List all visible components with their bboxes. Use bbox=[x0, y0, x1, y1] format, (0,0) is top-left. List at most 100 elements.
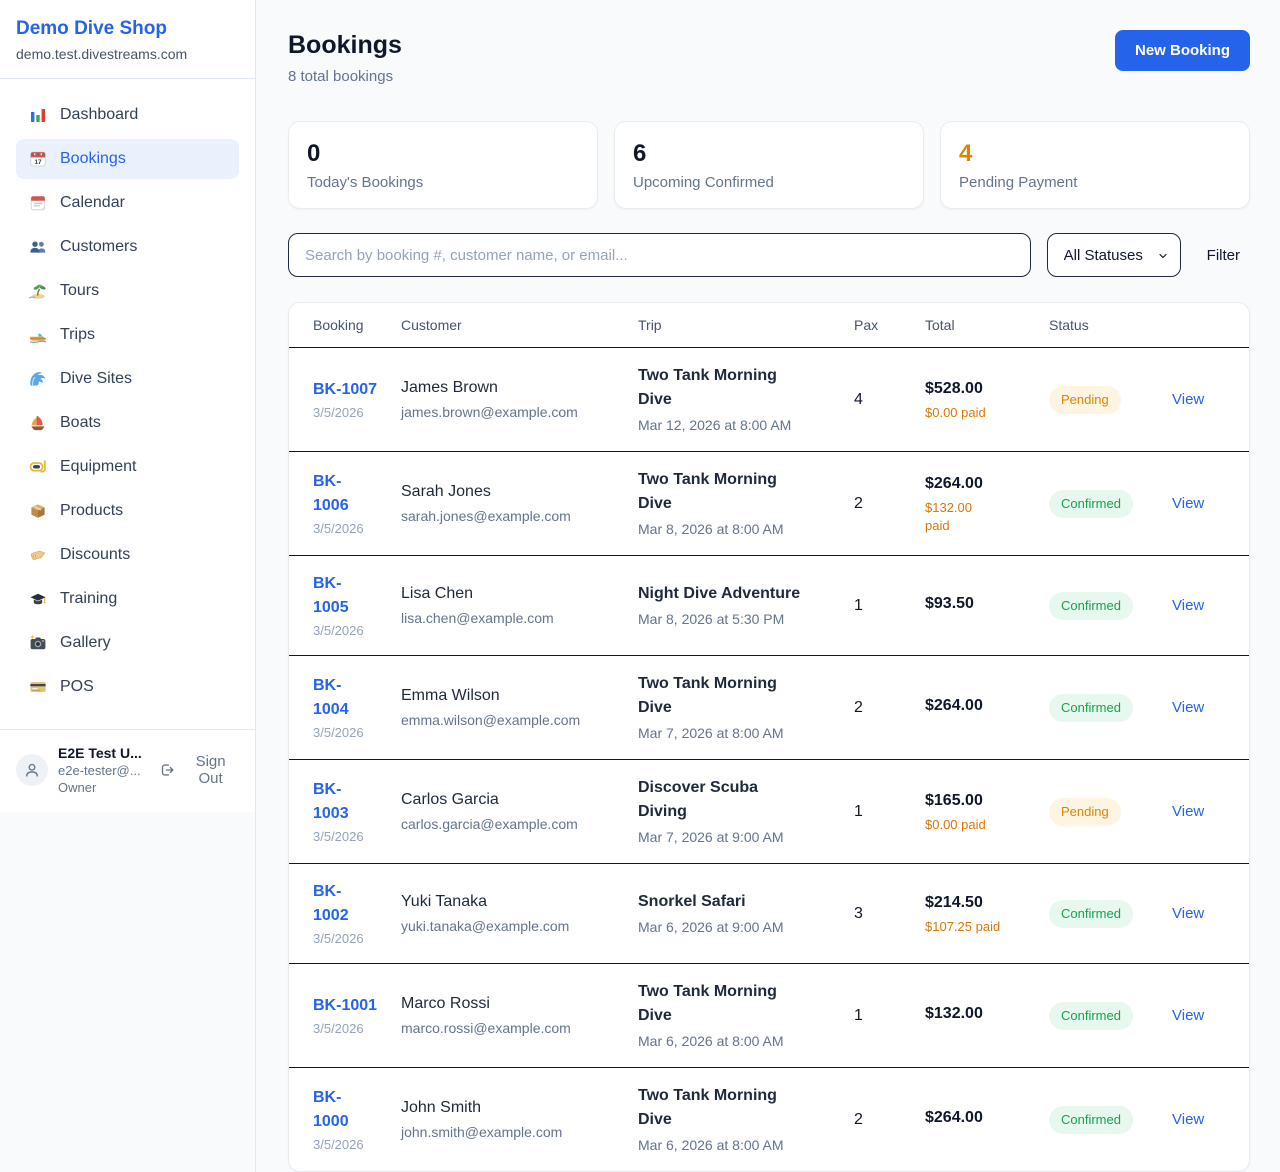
trip-datetime: Mar 6, 2026 at 9:00 AM bbox=[638, 919, 784, 935]
view-link[interactable]: View bbox=[1172, 494, 1205, 512]
sidebar-item-label: Gallery bbox=[60, 634, 111, 651]
sidebar-item-label: Calendar bbox=[60, 194, 125, 211]
pax-count: 2 bbox=[854, 1110, 863, 1128]
status-badge: Confirmed bbox=[1049, 1001, 1133, 1030]
sidebar-item-tours[interactable]: Tours bbox=[16, 271, 239, 311]
sidebar-item-label: Equipment bbox=[60, 458, 137, 475]
status-badge: Confirmed bbox=[1049, 899, 1133, 928]
sidebar-item-gallery[interactable]: Gallery bbox=[16, 623, 239, 663]
dashboard-icon bbox=[28, 105, 48, 125]
booking-date: 3/5/2026 bbox=[313, 1021, 364, 1036]
stat-card-pending-payment: 4 Pending Payment bbox=[940, 121, 1250, 209]
stat-label: Upcoming Confirmed bbox=[633, 174, 774, 191]
booking-link[interactable]: BK-1007 bbox=[313, 381, 378, 398]
main-content: Bookings 8 total bookings New Booking 0 … bbox=[256, 0, 1280, 1172]
trip-name: Two Tank Morning Dive bbox=[638, 471, 777, 512]
status-filter-select[interactable]: All Statuses bbox=[1046, 233, 1181, 277]
stat-value: 0 bbox=[307, 140, 321, 167]
sidebar-item-equipment[interactable]: Equipment bbox=[16, 447, 239, 487]
customers-icon bbox=[28, 237, 48, 257]
status-badge: Confirmed bbox=[1049, 489, 1133, 518]
sidebar: Demo Dive Shop demo.test.divestreams.com… bbox=[0, 0, 256, 1172]
sidebar-item-bookings[interactable]: 17 Bookings bbox=[16, 139, 239, 179]
avatar bbox=[16, 754, 48, 786]
products-icon bbox=[28, 501, 48, 521]
customer-email: lisa.chen@example.com bbox=[401, 610, 554, 626]
sidebar-item-calendar[interactable]: Calendar bbox=[16, 183, 239, 223]
booking-link[interactable]: BK- 1002 bbox=[313, 883, 349, 924]
booking-date: 3/5/2026 bbox=[313, 931, 364, 946]
booking-link[interactable]: BK- 1000 bbox=[313, 1089, 349, 1130]
sidebar-item-products[interactable]: Products bbox=[16, 491, 239, 531]
booking-link[interactable]: BK-1001 bbox=[313, 997, 378, 1014]
sidebar-item-boats[interactable]: Boats bbox=[16, 403, 239, 443]
sign-out-icon bbox=[158, 761, 176, 779]
search-input[interactable] bbox=[288, 233, 1031, 277]
boats-icon bbox=[28, 413, 48, 433]
table-row: BK-1001 3/5/2026 Marco Rossi marco.rossi@e… bbox=[289, 964, 1249, 1068]
sidebar-item-discounts[interactable]: Discounts bbox=[16, 535, 239, 575]
table-header-row: Booking Customer Trip Pax Total Status bbox=[289, 303, 1249, 348]
total-amount: $132.00 bbox=[925, 1004, 983, 1022]
view-link[interactable]: View bbox=[1172, 698, 1205, 716]
user-email: e2e-tester@... bbox=[58, 763, 141, 778]
booking-link[interactable]: BK- 1003 bbox=[313, 781, 349, 822]
total-amount: $264.00 bbox=[925, 696, 983, 714]
sidebar-item-label: Tours bbox=[60, 282, 100, 299]
sign-out-button[interactable]: Sign Out bbox=[158, 753, 239, 787]
status-badge: Confirmed bbox=[1049, 693, 1133, 722]
paid-amount: $0.00 paid bbox=[925, 404, 986, 420]
bookings-icon: 17 bbox=[28, 149, 48, 169]
sidebar-item-label: Boats bbox=[60, 414, 101, 431]
table-row: BK- 1002 3/5/2026 Yuki Tanaka yuki.tanaka@… bbox=[289, 864, 1249, 964]
trip-datetime: Mar 8, 2026 at 8:00 AM bbox=[638, 521, 784, 537]
customer-email: john.smith@example.com bbox=[401, 1124, 563, 1140]
pax-count: 2 bbox=[854, 494, 863, 512]
sidebar-item-customers[interactable]: Customers bbox=[16, 227, 239, 267]
new-booking-button[interactable]: New Booking bbox=[1114, 30, 1250, 71]
view-link[interactable]: View bbox=[1172, 390, 1205, 408]
view-link[interactable]: View bbox=[1172, 802, 1205, 820]
page-header: Bookings 8 total bookings New Booking bbox=[288, 30, 1250, 85]
equipment-icon bbox=[28, 457, 48, 477]
view-link[interactable]: View bbox=[1172, 904, 1205, 922]
dive-sites-icon bbox=[28, 369, 48, 389]
pos-icon bbox=[28, 677, 48, 697]
paid-amount: $107.25 paid bbox=[925, 918, 1001, 934]
sidebar-item-trips[interactable]: Trips bbox=[16, 315, 239, 355]
sidebar-item-label: Products bbox=[60, 502, 124, 519]
view-link[interactable]: View bbox=[1172, 1006, 1205, 1024]
filter-row: All Statuses Filter bbox=[288, 233, 1250, 277]
booking-link[interactable]: BK- 1005 bbox=[313, 575, 349, 616]
trip-name: Discover Scuba Diving bbox=[638, 779, 759, 820]
gallery-icon bbox=[28, 633, 48, 653]
customer-email: sarah.jones@example.com bbox=[401, 508, 571, 524]
total-amount: $264.00 bbox=[925, 1108, 983, 1126]
trip-name: Two Tank Morning Dive bbox=[638, 1087, 777, 1128]
svg-text:17: 17 bbox=[34, 159, 42, 166]
paid-amount: $132.00 paid bbox=[925, 499, 972, 533]
view-link[interactable]: View bbox=[1172, 596, 1205, 614]
sidebar-item-label: Dashboard bbox=[60, 106, 139, 123]
stats-cards: 0 Today's Bookings 6 Upcoming Confirmed … bbox=[288, 121, 1250, 209]
sidebar-item-training[interactable]: Training bbox=[16, 579, 239, 619]
booking-link[interactable]: BK- 1006 bbox=[313, 473, 349, 514]
sidebar-item-pos[interactable]: POS bbox=[16, 667, 239, 707]
booking-link[interactable]: BK- 1004 bbox=[313, 677, 349, 718]
trip-datetime: Mar 7, 2026 at 8:00 AM bbox=[638, 725, 784, 741]
sidebar-nav: Dashboard 17 Bookings Calendar Customers… bbox=[0, 79, 255, 721]
status-badge: Pending bbox=[1049, 385, 1121, 414]
trip-name: Night Dive Adventure bbox=[638, 585, 801, 602]
sidebar-item-dashboard[interactable]: Dashboard bbox=[16, 95, 239, 135]
filter-button[interactable]: Filter bbox=[1197, 247, 1250, 264]
trip-name: Two Tank Morning Dive bbox=[638, 675, 777, 716]
total-amount: $93.50 bbox=[925, 594, 974, 612]
customer-email: carlos.garcia@example.com bbox=[401, 816, 578, 832]
sidebar-item-dive-sites[interactable]: Dive Sites bbox=[16, 359, 239, 399]
view-link[interactable]: View bbox=[1172, 1110, 1205, 1128]
col-header-status: Status bbox=[1049, 303, 1172, 348]
discounts-icon bbox=[28, 545, 48, 565]
booking-date: 3/5/2026 bbox=[313, 1137, 364, 1152]
table-row: BK- 1003 3/5/2026 Carlos Garcia carlos.gar… bbox=[289, 760, 1249, 864]
